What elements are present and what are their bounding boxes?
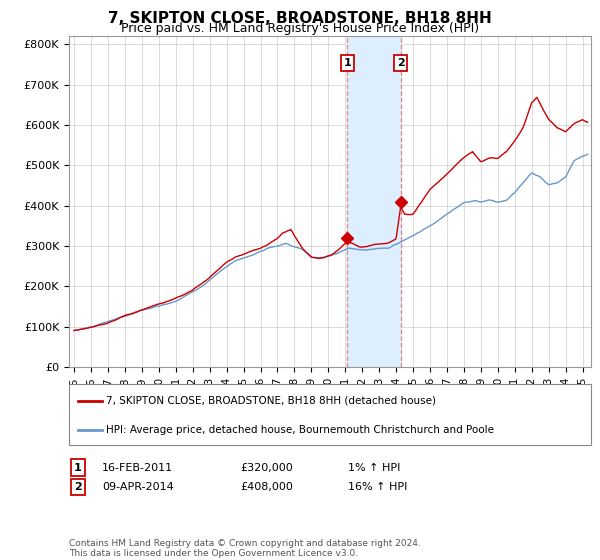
Text: 16-FEB-2011: 16-FEB-2011: [102, 463, 173, 473]
Text: 16% ↑ HPI: 16% ↑ HPI: [348, 482, 407, 492]
Text: 09-APR-2014: 09-APR-2014: [102, 482, 174, 492]
Text: Contains HM Land Registry data © Crown copyright and database right 2024.
This d: Contains HM Land Registry data © Crown c…: [69, 539, 421, 558]
Text: HPI: Average price, detached house, Bournemouth Christchurch and Poole: HPI: Average price, detached house, Bour…: [106, 425, 494, 435]
Text: 7, SKIPTON CLOSE, BROADSTONE, BH18 8HH (detached house): 7, SKIPTON CLOSE, BROADSTONE, BH18 8HH (…: [106, 396, 436, 406]
Text: 2: 2: [74, 482, 82, 492]
Text: 1: 1: [74, 463, 82, 473]
Text: 1: 1: [343, 58, 351, 68]
Text: 1% ↑ HPI: 1% ↑ HPI: [348, 463, 400, 473]
Text: £320,000: £320,000: [240, 463, 293, 473]
Text: 2: 2: [397, 58, 404, 68]
Text: Price paid vs. HM Land Registry's House Price Index (HPI): Price paid vs. HM Land Registry's House …: [121, 22, 479, 35]
Bar: [347, 36, 401, 367]
Text: 7, SKIPTON CLOSE, BROADSTONE, BH18 8HH: 7, SKIPTON CLOSE, BROADSTONE, BH18 8HH: [108, 11, 492, 26]
Text: £408,000: £408,000: [240, 482, 293, 492]
